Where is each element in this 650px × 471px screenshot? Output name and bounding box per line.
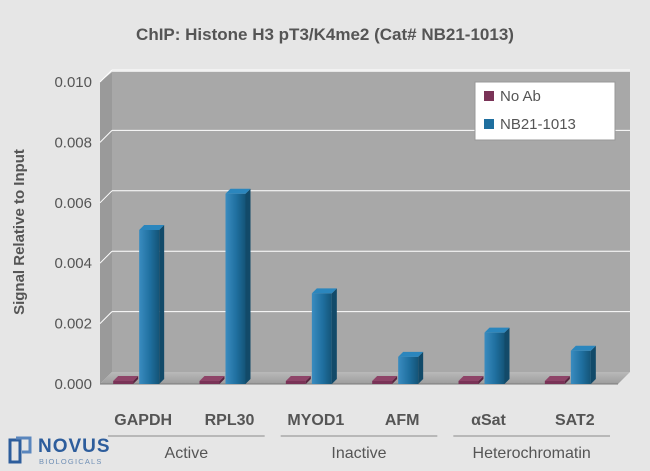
y-tick-label: 0.000 <box>54 376 92 393</box>
bar-front <box>544 380 565 384</box>
bar-front <box>484 332 505 384</box>
y-axis-ticks: 0.000 0.002 0.004 0.006 0.008 0.010 <box>54 74 92 393</box>
bar-front <box>398 356 419 384</box>
bar-nb21-1013-sat2 <box>570 345 596 384</box>
bar-top <box>544 375 570 381</box>
bar-nb21-1013-afm <box>398 351 424 384</box>
bar-side <box>245 188 251 384</box>
group-label-heterochromatin: Heterochromatin <box>473 445 591 462</box>
gridline-side <box>99 69 113 83</box>
bar-no-ab-sat <box>458 375 484 384</box>
bar-side <box>133 375 139 384</box>
bar-front <box>372 380 393 384</box>
group-label-active: Active <box>165 445 209 462</box>
bar-no-ab-myod1 <box>285 375 311 384</box>
x-tick-label: RPL30 <box>205 412 255 429</box>
bar-top <box>398 351 424 357</box>
bar-front <box>113 380 134 384</box>
bar-side <box>392 375 398 384</box>
x-tick-label: AFM <box>385 412 420 429</box>
bar-top <box>285 375 311 381</box>
category-groups: Active Inactive Heterochromatin <box>108 435 610 462</box>
bar-front <box>139 229 160 384</box>
bar-side <box>305 375 311 384</box>
bar-front <box>570 350 591 384</box>
logo-text: NOVUS <box>38 436 111 457</box>
legend-box <box>474 81 616 141</box>
y-tick-label: 0.002 <box>54 316 92 333</box>
bar-top <box>372 375 398 381</box>
chart-title: ChIP: Histone H3 pT3/K4me2 (Cat# NB21-10… <box>136 25 514 44</box>
bar-top <box>311 288 337 294</box>
gridline-side <box>99 190 113 204</box>
bar-side <box>504 327 510 384</box>
bar-front <box>199 380 220 384</box>
bar-no-ab-afm <box>372 375 398 384</box>
bar-side <box>564 375 570 384</box>
bar-top <box>458 375 484 381</box>
bar-top <box>199 375 225 381</box>
gridline-side <box>99 250 113 264</box>
y-axis-label: Signal Relative to Input <box>11 149 28 315</box>
bar-nb21-1013-rpl30 <box>225 188 251 384</box>
bar-no-ab-sat2 <box>544 375 570 384</box>
bar-no-ab-gapdh <box>113 375 139 384</box>
x-tick-label: GAPDH <box>114 412 172 429</box>
x-tick-label: αSat <box>471 412 506 429</box>
group-label-inactive: Inactive <box>331 445 386 462</box>
y-tick-label: 0.006 <box>54 195 92 212</box>
x-tick-label: SAT2 <box>555 412 595 429</box>
y-tick-label: 0.008 <box>54 134 92 151</box>
y-tick-label: 0.010 <box>54 74 92 91</box>
legend-swatch-no-ab <box>484 91 494 101</box>
bar-top <box>225 188 251 194</box>
logo-mark-icon <box>8 436 32 464</box>
side-wall <box>100 72 112 384</box>
bar-nb21-1013-myod1 <box>311 288 337 384</box>
bar-top <box>570 345 596 351</box>
bar-side <box>331 288 337 384</box>
bar-top <box>139 224 165 230</box>
legend-label-no-ab: No Ab <box>500 88 541 105</box>
bar-top <box>113 375 139 381</box>
bar-side <box>159 224 165 384</box>
bars <box>113 188 596 384</box>
gridline-side <box>99 130 113 143</box>
logo-subtext: BIOLOGICALS <box>39 457 103 466</box>
gridline-side <box>99 311 113 324</box>
x-axis-ticks: GAPDH RPL30 MYOD1 AFM αSat SAT2 <box>114 412 595 429</box>
bar-front <box>225 193 246 384</box>
bar-top <box>484 327 510 333</box>
y-tick-label: 0.004 <box>54 255 92 272</box>
bar-side <box>590 345 596 384</box>
novus-logo: NOVUS BIOLOGICALS <box>8 436 120 466</box>
bar-side <box>219 375 225 384</box>
bar-front <box>311 293 332 384</box>
bar-no-ab-rpl30 <box>199 375 225 384</box>
legend-swatch-nb21 <box>484 119 494 129</box>
bar-front <box>285 380 306 384</box>
bar-side <box>418 351 424 384</box>
bar-nb21-1013-gapdh <box>139 224 165 384</box>
x-tick-label: MYOD1 <box>287 412 344 429</box>
legend: No Ab NB21-1013 <box>474 81 616 141</box>
legend-label-nb21: NB21-1013 <box>500 116 576 133</box>
bar-front <box>458 380 479 384</box>
bar-side <box>478 375 484 384</box>
bar-nb21-1013-sat <box>484 327 510 384</box>
